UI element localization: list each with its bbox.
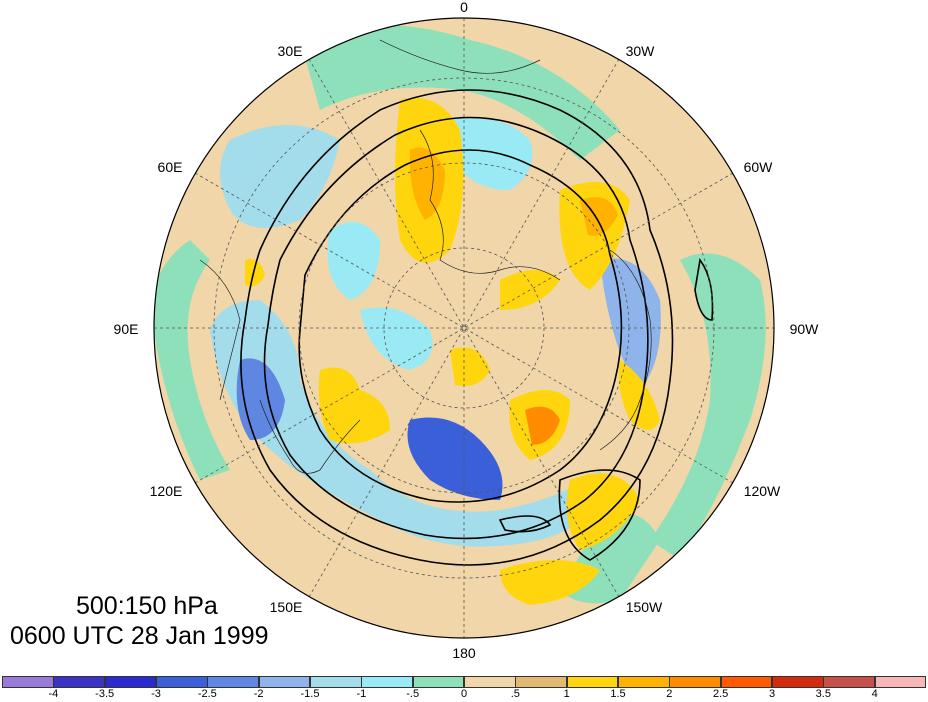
longitude-label: 60E (158, 159, 183, 175)
negative-anomaly-region (220, 125, 340, 228)
coastline (259, 399, 361, 474)
negative-anomaly-region (407, 417, 503, 500)
colorbar-tick-label: -4 (48, 688, 59, 700)
meridian-line (194, 172, 734, 484)
colorbar-tick-label: 2 (666, 688, 673, 700)
colorbar-tick-label: -3.5 (95, 688, 115, 700)
positive-anomaly-region (409, 147, 445, 220)
longitude-label: 30W (626, 43, 656, 59)
longitude-label: 150W (626, 599, 663, 615)
colorbar-swatch (412, 676, 465, 688)
colorbar-tick-label: 1.5 (610, 688, 626, 700)
longitude-label: 150E (270, 599, 303, 615)
contour-line (558, 469, 641, 561)
coastline (419, 129, 561, 281)
contour-lines (240, 89, 714, 566)
colorbar-tick-label: -.5 (406, 688, 420, 700)
colorbar-tick-label: 4 (871, 688, 878, 700)
colorbar-tick-label: 3.5 (815, 688, 831, 700)
meridian-line (308, 58, 620, 598)
negative-anomaly-region (360, 307, 433, 370)
colorbar-swatch (874, 676, 927, 688)
colorbar-swatch (618, 676, 670, 688)
colorbar-swatch (464, 676, 516, 688)
map-field-layer (154, 18, 774, 638)
colorbar-swatch (310, 676, 362, 688)
colorbar-swatch (207, 676, 260, 688)
colorbar-tick-label: 3 (768, 688, 776, 700)
green-anomaly-region (154, 240, 230, 480)
colorbar-swatch (104, 676, 157, 688)
negative-anomaly-region (450, 117, 533, 190)
colorbar-tick-label: -3 (151, 688, 161, 700)
positive-anomaly-region (450, 347, 490, 386)
colorbar-swatch (361, 676, 414, 688)
coastline (599, 249, 652, 451)
longitude-label: 0 (460, 0, 468, 15)
longitude-label: 180 (452, 645, 476, 661)
colorbar-swatch (720, 676, 773, 688)
graticule (154, 18, 774, 638)
coastlines (199, 39, 652, 474)
colorbar-swatch (515, 676, 568, 688)
meridian-line (308, 58, 620, 598)
contour-line (298, 149, 623, 503)
colorbar-swatch (669, 676, 722, 688)
positive-anomaly-region (500, 560, 600, 605)
colorbar-swatch (823, 676, 876, 688)
green-anomaly-region (650, 253, 766, 561)
longitude-label: 30E (278, 43, 303, 59)
valid-time-caption: 0600 UTC 28 Jan 1999 (10, 622, 269, 650)
colorbar-swatch (53, 676, 106, 688)
colorbar-tick-label: -2 (253, 688, 264, 700)
colorbar-tick-label: -1.5 (300, 688, 320, 700)
colorbar-tick-label: 1 (563, 688, 570, 700)
positive-anomaly-region (245, 259, 265, 287)
positive-anomaly-region (525, 406, 560, 445)
contour-line (263, 116, 649, 540)
longitude-label: 120W (744, 483, 781, 499)
colorbar-tick-label: 2.5 (713, 688, 729, 700)
longitude-label: 90E (114, 321, 139, 337)
colorbar-swatch (772, 676, 824, 688)
contour-line (694, 258, 714, 321)
green-anomaly-region (300, 25, 620, 160)
contour-line (498, 515, 552, 533)
colorbar-tick-label: -2.5 (197, 688, 217, 700)
meridian-line (194, 172, 734, 484)
negative-anomaly-region (600, 258, 661, 390)
contour-line (240, 89, 674, 566)
positive-anomaly-region (618, 360, 660, 430)
longitude-label: 120E (150, 483, 183, 499)
colorbar-swatch (566, 676, 619, 688)
colorbar-tick-label: -1 (356, 688, 367, 700)
colorbar-swatch (258, 676, 311, 688)
map-boundary-circle (153, 17, 775, 639)
negative-anomaly-region (327, 222, 380, 300)
colorbar-tick-label: 0 (460, 688, 468, 700)
positive-anomaly-region (318, 367, 390, 444)
colorbar-swatch (156, 676, 208, 688)
colorbar-swatch (2, 676, 54, 688)
longitude-label: 90W (790, 321, 820, 337)
colorbar-tick-label: .5 (510, 688, 520, 700)
coastline (379, 39, 541, 74)
longitude-label: 60W (744, 159, 774, 175)
coastline (199, 259, 241, 401)
pressure-level-caption: 500:150 hPa (76, 592, 218, 620)
